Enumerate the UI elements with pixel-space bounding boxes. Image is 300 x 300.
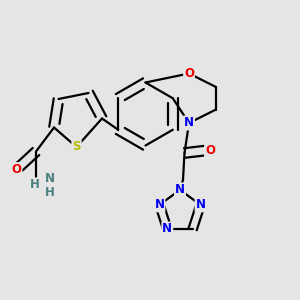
Text: S: S <box>72 140 81 154</box>
Text: N: N <box>184 116 194 130</box>
Text: H: H <box>45 185 54 199</box>
Text: N: N <box>175 183 185 196</box>
Text: N: N <box>154 198 164 211</box>
Text: N: N <box>196 198 206 211</box>
Text: O: O <box>11 163 22 176</box>
Text: N: N <box>162 223 172 236</box>
Text: H: H <box>30 178 39 191</box>
Text: N: N <box>44 172 55 185</box>
Text: O: O <box>184 67 194 80</box>
Text: O: O <box>205 143 215 157</box>
